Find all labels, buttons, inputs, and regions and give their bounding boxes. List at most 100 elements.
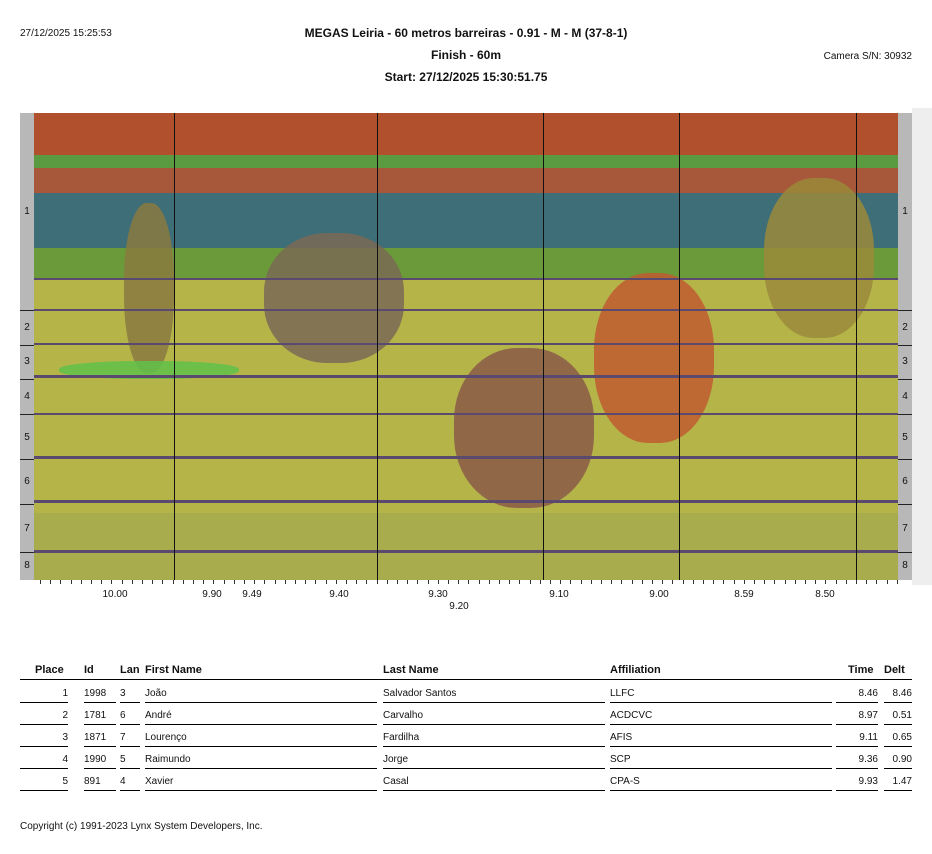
axis-tick xyxy=(193,580,194,584)
column-header[interactable]: Lan xyxy=(120,664,140,676)
axis-tick xyxy=(641,580,643,584)
table-cell-delt: 8.46 xyxy=(884,688,912,703)
lane-label: 8 xyxy=(902,560,908,571)
table-cell-id: 1990 xyxy=(84,754,116,769)
axis-tick xyxy=(427,580,429,584)
athlete-figure xyxy=(264,233,404,363)
column-header[interactable]: Delt xyxy=(884,664,905,676)
table-cell-place: 2 xyxy=(20,710,68,725)
time-cursor-line[interactable] xyxy=(174,113,175,580)
lane-separator xyxy=(20,459,34,460)
lane-label: 2 xyxy=(24,322,30,333)
column-header[interactable]: Place xyxy=(35,664,64,676)
axis-tick xyxy=(101,580,103,584)
axis-tick xyxy=(743,580,745,584)
axis-tick xyxy=(162,580,164,584)
table-cell-last-name: Casal xyxy=(383,776,605,791)
time-tick-label: 9.20 xyxy=(449,601,469,612)
lane-separator xyxy=(898,414,912,415)
lane-separator xyxy=(20,414,34,415)
lane-label: 1 xyxy=(24,206,30,217)
lane-separator xyxy=(898,459,912,460)
copyright: Copyright (c) 1991-2023 Lynx System Deve… xyxy=(20,821,263,832)
lane-separator xyxy=(20,345,34,346)
axis-tick xyxy=(244,580,245,584)
axis-tick xyxy=(794,580,796,584)
axis-tick xyxy=(539,580,541,584)
lane-separator xyxy=(20,552,34,553)
column-header[interactable]: Last Name xyxy=(383,664,439,676)
axis-tick xyxy=(672,580,674,584)
axis-tick xyxy=(835,580,837,584)
axis-tick xyxy=(305,580,307,584)
axis-tick xyxy=(611,580,613,584)
axis-tick xyxy=(223,580,225,584)
axis-tick xyxy=(713,580,715,584)
axis-tick xyxy=(60,580,62,584)
axis-tick xyxy=(295,580,296,584)
axis-tick xyxy=(417,580,419,584)
lane-separator xyxy=(898,504,912,505)
column-header[interactable]: First Name xyxy=(145,664,202,676)
lane-separator xyxy=(898,552,912,553)
lane-label: 1 xyxy=(902,206,908,217)
print-timestamp: 27/12/2025 15:25:53 xyxy=(20,28,112,39)
time-cursor-line[interactable] xyxy=(679,113,680,580)
axis-tick xyxy=(315,580,317,584)
axis-tick xyxy=(580,580,582,584)
lane-separator xyxy=(898,345,912,346)
table-cell-id: 1871 xyxy=(84,732,116,747)
table-cell-affiliation: ACDCVC xyxy=(610,710,832,725)
time-tick-label: 9.40 xyxy=(329,589,349,600)
axis-tick xyxy=(325,580,327,584)
axis-tick xyxy=(213,580,215,584)
table-cell-lan: 5 xyxy=(120,754,140,769)
axis-tick xyxy=(346,580,347,584)
time-cursor-line[interactable] xyxy=(377,113,378,580)
time-tick-label: 9.30 xyxy=(428,589,448,600)
axis-tick xyxy=(386,580,388,584)
axis-tick xyxy=(621,580,623,584)
table-cell-lan: 3 xyxy=(120,688,140,703)
table-cell-place: 5 xyxy=(20,776,68,791)
table-cell-place: 1 xyxy=(20,688,68,703)
photo-finish-image[interactable] xyxy=(34,113,898,580)
table-cell-affiliation: SCP xyxy=(610,754,832,769)
axis-tick xyxy=(662,580,664,584)
axis-tick xyxy=(856,580,857,584)
axis-tick xyxy=(264,580,266,584)
axis-tick xyxy=(519,580,521,584)
column-header[interactable]: Affiliation xyxy=(610,664,661,676)
time-cursor-line[interactable] xyxy=(543,113,544,580)
column-header[interactable]: Id xyxy=(84,664,94,676)
axis-tick xyxy=(91,580,92,584)
axis-tick xyxy=(876,580,878,584)
table-cell-first-name: Lourenço xyxy=(145,732,377,747)
axis-tick xyxy=(703,580,704,584)
lane-label: 6 xyxy=(902,476,908,487)
table-cell-first-name: Raimundo xyxy=(145,754,377,769)
axis-tick xyxy=(111,580,113,584)
lane-separator xyxy=(898,379,912,380)
event-subtitle: Finish - 60m xyxy=(430,48,501,62)
table-cell-delt: 1.47 xyxy=(884,776,912,791)
table-cell-delt: 0.51 xyxy=(884,710,912,725)
axis-tick xyxy=(182,580,184,584)
axis-tick xyxy=(764,580,766,584)
axis-tick xyxy=(560,580,562,584)
time-cursor-line[interactable] xyxy=(856,113,857,580)
column-header[interactable]: Time xyxy=(848,664,874,676)
athlete-figure xyxy=(454,348,594,508)
table-cell-id: 891 xyxy=(84,776,116,791)
axis-tick xyxy=(437,580,439,584)
camera-serial: Camera S/N: 30932 xyxy=(823,51,912,62)
axis-tick xyxy=(203,580,205,584)
axis-tick xyxy=(590,580,592,584)
time-tick-label: 10.00 xyxy=(102,589,128,600)
axis-tick xyxy=(825,580,827,584)
athlete-figure xyxy=(764,178,874,338)
time-tick-label: 8.50 xyxy=(815,589,835,600)
lane-label: 7 xyxy=(24,523,30,534)
table-cell-last-name: Jorge xyxy=(383,754,605,769)
axis-tick xyxy=(488,580,490,584)
